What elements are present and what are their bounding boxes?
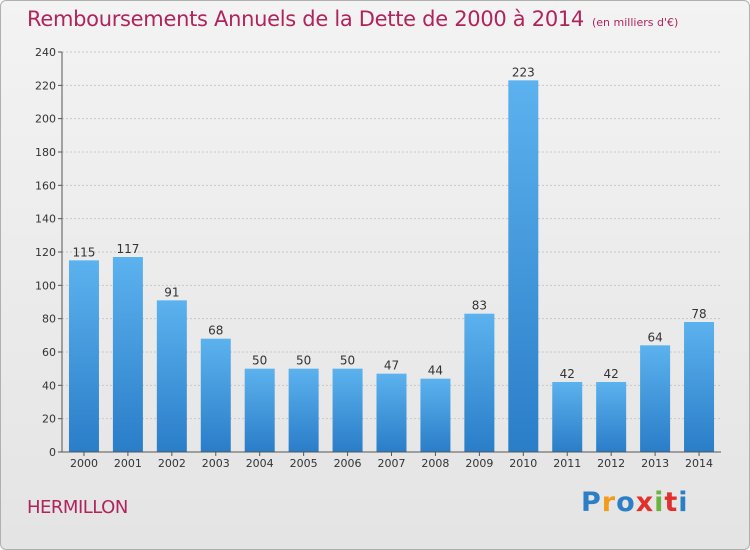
y-tick-label: 220	[35, 79, 56, 92]
logo-letter: t	[664, 487, 679, 518]
x-tick-label: 2007	[378, 457, 406, 470]
bar[interactable]	[112, 257, 143, 452]
bar[interactable]	[596, 382, 627, 452]
bar[interactable]	[508, 80, 539, 452]
x-tick-label: 2010	[509, 457, 537, 470]
bar-value-label: 117	[116, 242, 139, 256]
bar[interactable]	[68, 260, 99, 452]
bar-value-label: 64	[647, 330, 662, 344]
x-tick-label: 2012	[597, 457, 625, 470]
x-tick-label: 2000	[70, 457, 98, 470]
x-tick-label: 2003	[202, 457, 230, 470]
bar-value-label: 50	[340, 354, 355, 368]
bar-value-label: 42	[560, 367, 575, 381]
y-tick-label: 200	[35, 113, 56, 126]
bar-value-label: 78	[691, 307, 706, 321]
bar[interactable]	[640, 345, 671, 452]
y-tick-label: 60	[42, 346, 56, 359]
chart-title: Remboursements Annuels de la Dette de 20…	[27, 7, 678, 31]
x-tick-label: 2006	[334, 457, 362, 470]
y-tick-label: 20	[42, 413, 56, 426]
bar-value-label: 42	[604, 367, 619, 381]
x-tick-label: 2001	[114, 457, 142, 470]
y-tick-label: 240	[35, 46, 56, 59]
y-tick-label: 100	[35, 279, 56, 292]
proxiti-logo[interactable]: Proxiti	[581, 487, 689, 518]
bar-value-label: 115	[73, 245, 96, 259]
bar[interactable]	[376, 373, 407, 452]
bar-value-label: 91	[164, 285, 179, 299]
y-tick-label: 120	[35, 246, 56, 259]
x-tick-label: 2008	[421, 457, 449, 470]
bar-value-label: 44	[428, 364, 443, 378]
bar[interactable]	[156, 300, 187, 452]
logo-letter: i	[678, 487, 689, 518]
x-tick-label: 2002	[158, 457, 186, 470]
y-tick-label: 140	[35, 213, 56, 226]
y-tick-label: 0	[49, 446, 56, 459]
bar-value-label: 68	[208, 324, 223, 338]
logo-letter: i	[654, 487, 665, 518]
chart-subtitle: (en milliers d'€)	[592, 16, 679, 29]
x-tick-label: 2005	[290, 457, 318, 470]
chart-title-text: Remboursements Annuels de la Dette de 20…	[27, 7, 584, 31]
y-tick-label: 40	[42, 379, 56, 392]
bar[interactable]	[332, 368, 363, 452]
location-label: HERMILLON	[27, 497, 128, 518]
x-tick-label: 2004	[246, 457, 274, 470]
bar[interactable]	[420, 378, 451, 452]
y-tick-label: 80	[42, 313, 56, 326]
y-tick-label: 160	[35, 179, 56, 192]
bar-value-label: 223	[512, 65, 535, 79]
logo-letter: o	[616, 487, 636, 518]
logo-letter: x	[635, 487, 655, 518]
bar-value-label: 47	[384, 359, 399, 373]
x-tick-label: 2011	[553, 457, 581, 470]
x-tick-label: 2009	[465, 457, 493, 470]
bar-value-label: 50	[252, 354, 267, 368]
bar[interactable]	[244, 368, 275, 452]
bar-value-label: 83	[472, 299, 487, 313]
bar[interactable]	[464, 313, 495, 452]
bar[interactable]	[552, 382, 583, 452]
bar[interactable]	[288, 368, 319, 452]
bar[interactable]	[684, 322, 715, 452]
logo-letter: r	[601, 487, 617, 518]
bar-value-label: 50	[296, 354, 311, 368]
bar[interactable]	[200, 338, 231, 452]
x-tick-label: 2013	[641, 457, 669, 470]
logo-letter: P	[581, 487, 602, 518]
y-tick-label: 180	[35, 146, 56, 159]
x-tick-label: 2014	[685, 457, 713, 470]
